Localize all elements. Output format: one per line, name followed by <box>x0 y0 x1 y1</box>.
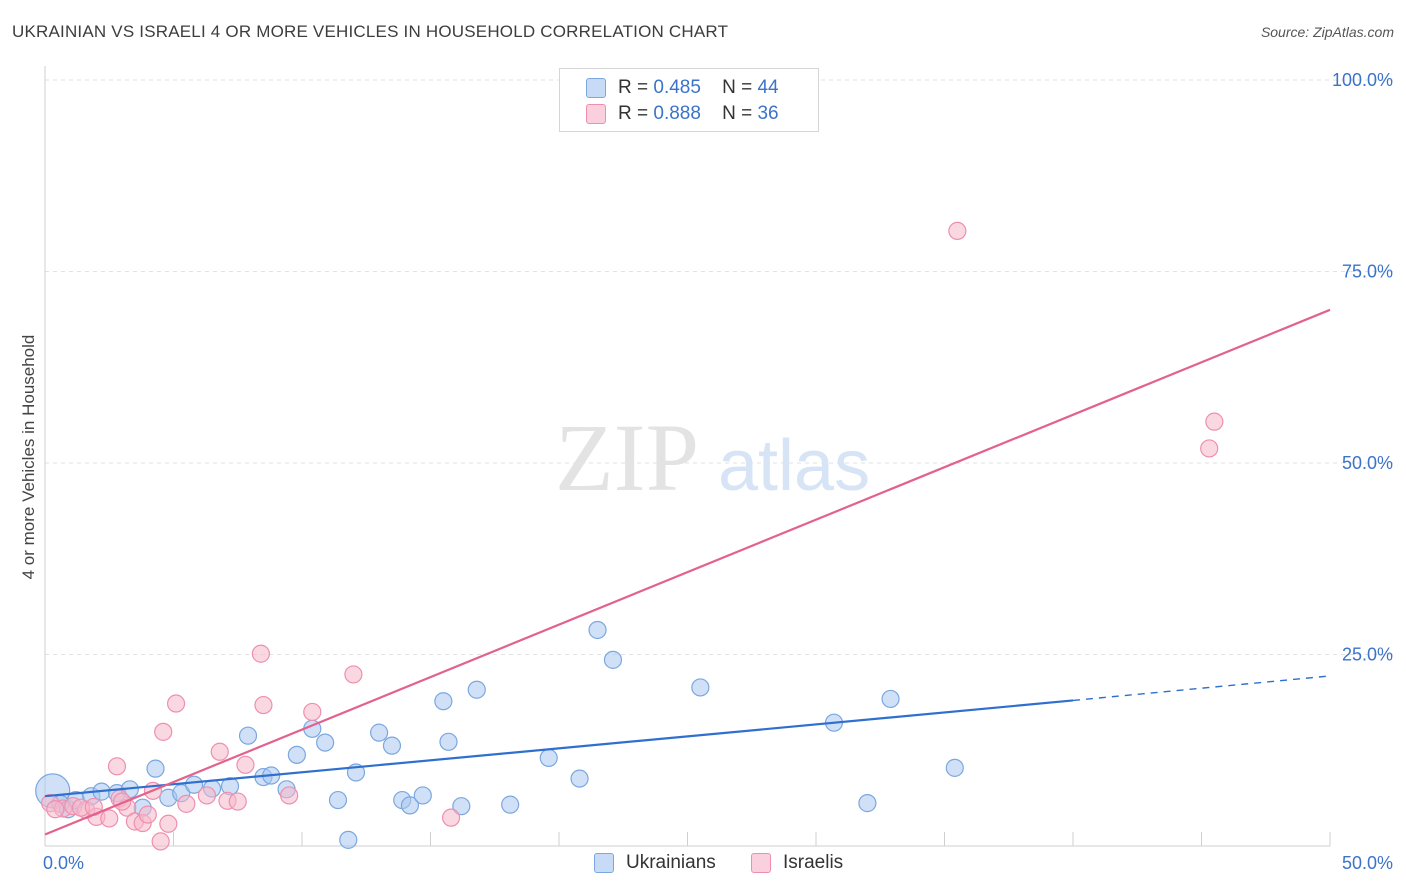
point-israelis <box>1200 439 1219 458</box>
point-ukrainians <box>439 732 458 751</box>
point-ukrainians <box>287 745 306 764</box>
point-israelis <box>138 805 157 824</box>
point-ukrainians <box>452 797 471 816</box>
point-israelis <box>166 694 186 713</box>
y-tick-label-75: 75.0% <box>1342 262 1393 282</box>
x-tick-label-min: 0.0% <box>43 853 84 873</box>
bottom-legend-swatch-ukrainians <box>594 853 614 873</box>
point-israelis <box>254 695 273 715</box>
y-tick-label-100: 100.0% <box>1332 70 1393 90</box>
point-israelis <box>303 702 322 722</box>
trend-line-ukrainians <box>44 699 1074 798</box>
legend-swatch-ukrainians <box>586 78 606 98</box>
axes <box>44 66 1331 847</box>
trend-extension-ukrainians <box>1072 675 1331 702</box>
y-axis-label: 4 or more Vehicles in Household <box>19 334 38 580</box>
watermark-zip: ZIP <box>555 404 699 511</box>
point-israelis <box>107 757 127 776</box>
x-tick-label-max: 50.0% <box>1342 853 1393 873</box>
point-ukrainians <box>434 692 453 711</box>
trend-line-israelis <box>44 308 1331 836</box>
legend-swatch-israelis <box>586 104 606 124</box>
point-ukrainians <box>413 786 432 805</box>
legend-r-value-israelis: 0.888 <box>653 103 701 124</box>
bottom-legend-swatch-israelis <box>751 853 771 873</box>
point-ukrainians <box>467 680 486 699</box>
point-ukrainians <box>539 748 558 768</box>
point-israelis <box>236 755 255 774</box>
point-ukrainians <box>328 790 348 810</box>
watermark-atlas: atlas <box>718 426 870 506</box>
legend-n-value-ukrainians: 44 <box>757 77 779 98</box>
point-israelis <box>46 800 65 819</box>
bottom-legend-label-israelis: Israelis <box>783 852 844 873</box>
point-ukrainians <box>316 733 335 752</box>
point-israelis <box>344 665 363 684</box>
point-israelis <box>280 786 299 805</box>
grid-lines <box>45 79 1395 655</box>
point-ukrainians <box>858 794 877 813</box>
source-label: Source: ZipAtlas.com <box>1260 24 1394 40</box>
point-ukrainians <box>501 795 520 814</box>
legend-text-israelis: R = 0.888 N = 36 <box>618 103 779 124</box>
point-israelis <box>948 221 967 241</box>
point-ukrainians <box>570 769 589 788</box>
point-ukrainians <box>691 678 710 697</box>
point-israelis <box>151 832 170 851</box>
point-ukrainians <box>146 759 165 778</box>
y-tick-label-50: 50.0% <box>1342 453 1393 473</box>
point-ukrainians <box>382 736 402 755</box>
chart-title: UKRAINIAN VS ISRAELI 4 OR MORE VEHICLES … <box>12 22 729 41</box>
point-israelis <box>441 808 461 827</box>
watermark: ZIP atlas <box>555 404 870 511</box>
point-ukrainians <box>881 689 900 709</box>
point-israelis <box>251 644 270 663</box>
point-israelis <box>210 742 229 761</box>
trend-lines <box>44 308 1331 836</box>
stats-legend: R = 0.485 N = 44 R = 0.888 N = 36 <box>559 68 819 132</box>
point-ukrainians <box>370 723 389 742</box>
data-points <box>35 221 1224 851</box>
legend-n-value-israelis: 36 <box>757 103 779 124</box>
point-israelis <box>154 722 173 741</box>
point-ukrainians <box>945 758 964 777</box>
tick-labels: 25.0% 50.0% 75.0% 100.0% 0.0% 50.0% <box>43 70 1393 873</box>
point-israelis <box>228 792 247 811</box>
point-ukrainians <box>603 650 623 669</box>
point-israelis <box>159 814 178 833</box>
bottom-legend-label-ukrainians: Ukrainians <box>626 852 716 873</box>
y-tick-label-25: 25.0% <box>1342 645 1393 665</box>
point-israelis <box>197 786 217 805</box>
legend-text-ukrainians: R = 0.485 N = 44 <box>618 77 779 98</box>
point-israelis <box>177 794 196 813</box>
point-ukrainians <box>339 830 358 849</box>
point-ukrainians <box>238 726 258 745</box>
point-ukrainians <box>588 620 607 640</box>
point-israelis <box>100 809 119 828</box>
legend-r-value-ukrainians: 0.485 <box>653 77 701 98</box>
point-ukrainians <box>184 775 204 794</box>
point-israelis <box>1205 412 1224 431</box>
point-ukrainians <box>400 796 420 815</box>
